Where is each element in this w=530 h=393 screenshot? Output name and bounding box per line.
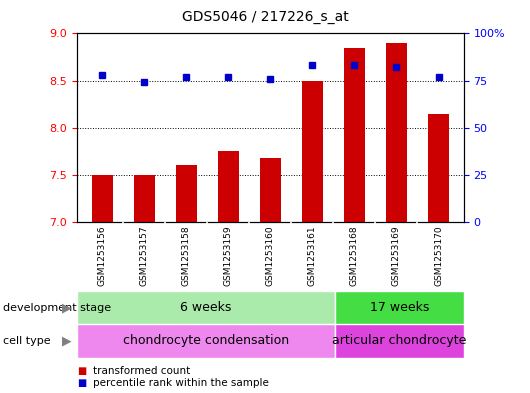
Text: 6 weeks: 6 weeks <box>180 301 232 314</box>
Text: percentile rank within the sample: percentile rank within the sample <box>93 378 269 388</box>
Bar <box>92 175 112 222</box>
Text: 17 weeks: 17 weeks <box>369 301 429 314</box>
Text: GSM1253159: GSM1253159 <box>224 226 233 286</box>
Text: articular chondrocyte: articular chondrocyte <box>332 334 466 347</box>
Bar <box>428 114 449 222</box>
Text: GSM1253169: GSM1253169 <box>392 226 401 286</box>
Text: GDS5046 / 217226_s_at: GDS5046 / 217226_s_at <box>182 10 348 24</box>
Text: GSM1253161: GSM1253161 <box>308 226 317 286</box>
Text: GSM1253157: GSM1253157 <box>139 226 148 286</box>
Bar <box>302 81 323 222</box>
Bar <box>344 48 365 222</box>
Text: GSM1253156: GSM1253156 <box>98 226 107 286</box>
Text: ■: ■ <box>77 378 86 388</box>
Bar <box>218 151 238 222</box>
Text: GSM1253158: GSM1253158 <box>182 226 191 286</box>
Bar <box>260 158 281 222</box>
Text: chondrocyte condensation: chondrocyte condensation <box>123 334 289 347</box>
Text: transformed count: transformed count <box>93 366 190 376</box>
Bar <box>335 324 464 358</box>
Bar <box>386 43 407 222</box>
Bar <box>175 165 197 222</box>
Text: development stage: development stage <box>3 303 111 312</box>
Bar <box>77 291 335 324</box>
Text: GSM1253160: GSM1253160 <box>266 226 275 286</box>
Text: ▶: ▶ <box>62 334 72 347</box>
Text: GSM1253168: GSM1253168 <box>350 226 359 286</box>
Text: GSM1253170: GSM1253170 <box>434 226 443 286</box>
Text: ▶: ▶ <box>62 301 72 314</box>
Text: ■: ■ <box>77 366 86 376</box>
Bar <box>77 324 335 358</box>
Text: cell type: cell type <box>3 336 50 346</box>
Bar <box>134 175 155 222</box>
Bar <box>335 291 464 324</box>
